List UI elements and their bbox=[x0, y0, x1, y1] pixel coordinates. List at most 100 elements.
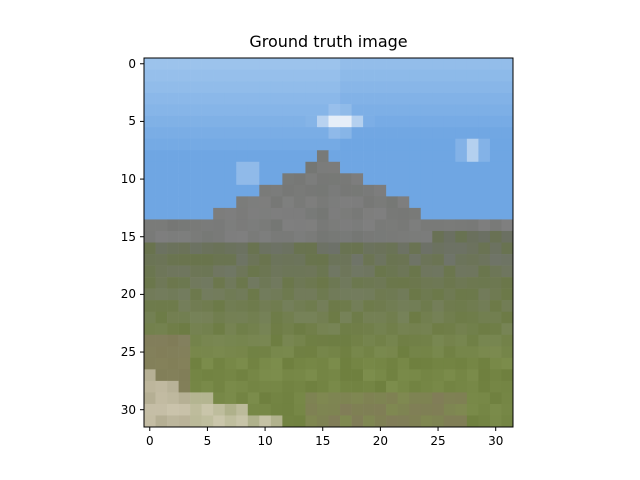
pixel bbox=[293, 300, 306, 312]
pixel bbox=[386, 81, 398, 93]
pixel bbox=[167, 415, 179, 428]
pixel bbox=[386, 207, 398, 220]
pixel bbox=[144, 311, 156, 324]
pixel bbox=[178, 196, 191, 209]
pixel bbox=[340, 230, 352, 243]
pixel bbox=[432, 230, 445, 243]
pixel bbox=[236, 138, 249, 151]
pixel bbox=[432, 392, 445, 405]
pixel bbox=[478, 127, 491, 140]
pixel bbox=[432, 265, 445, 278]
pixel bbox=[293, 311, 306, 324]
pixel bbox=[224, 380, 237, 393]
pixel bbox=[432, 81, 445, 93]
pixel bbox=[213, 288, 226, 301]
pixel bbox=[270, 369, 283, 382]
pixel bbox=[489, 380, 502, 393]
pixel bbox=[282, 161, 295, 174]
pixel bbox=[178, 288, 191, 301]
pixel bbox=[224, 219, 237, 232]
pixel bbox=[328, 115, 341, 128]
pixel bbox=[409, 138, 422, 151]
pixel bbox=[351, 81, 364, 93]
pixel bbox=[328, 265, 341, 278]
pixel bbox=[386, 127, 398, 140]
pixel bbox=[478, 380, 491, 393]
pixel bbox=[259, 207, 272, 220]
pixel bbox=[316, 242, 329, 255]
pixel bbox=[363, 184, 375, 197]
y-tick-label: 30 bbox=[120, 402, 136, 417]
pixel bbox=[374, 219, 387, 232]
pixel bbox=[397, 357, 410, 370]
pixel bbox=[178, 184, 191, 197]
pixel bbox=[190, 300, 202, 312]
pixel bbox=[270, 81, 283, 93]
pixel bbox=[316, 357, 329, 370]
pixel bbox=[386, 138, 398, 151]
pixel bbox=[409, 300, 422, 312]
pixel bbox=[386, 392, 398, 405]
pixel bbox=[501, 69, 514, 82]
pixel bbox=[443, 184, 456, 197]
pixel bbox=[144, 300, 156, 312]
pixel bbox=[420, 184, 433, 197]
pixel bbox=[443, 323, 456, 336]
pixel bbox=[397, 230, 410, 243]
pixel bbox=[340, 196, 352, 209]
pixel bbox=[167, 81, 179, 93]
pixel bbox=[363, 392, 375, 405]
pixel bbox=[466, 81, 479, 93]
pixel bbox=[363, 69, 375, 82]
pixel bbox=[282, 115, 295, 128]
pixel bbox=[282, 138, 295, 151]
pixel bbox=[351, 161, 364, 174]
pixel bbox=[144, 357, 156, 370]
pixel bbox=[167, 288, 179, 301]
pixel bbox=[443, 300, 456, 312]
pixel bbox=[409, 311, 422, 324]
pixel bbox=[190, 346, 202, 359]
pixel bbox=[466, 196, 479, 209]
pixel bbox=[363, 369, 375, 382]
pixel bbox=[432, 184, 445, 197]
pixel bbox=[478, 265, 491, 278]
pixel bbox=[432, 92, 445, 105]
pixel bbox=[259, 150, 272, 163]
pixel bbox=[270, 184, 283, 197]
pixel bbox=[305, 138, 318, 151]
pixel bbox=[316, 346, 329, 359]
pixel bbox=[420, 277, 433, 289]
pixel bbox=[489, 150, 502, 163]
pixel bbox=[432, 254, 445, 266]
pixel bbox=[443, 207, 456, 220]
pixel bbox=[316, 323, 329, 336]
pixel bbox=[443, 58, 456, 70]
pixel bbox=[178, 150, 191, 163]
pixel bbox=[455, 104, 468, 116]
pixel bbox=[432, 207, 445, 220]
pixel bbox=[363, 334, 375, 347]
pixel bbox=[155, 69, 168, 82]
pixel bbox=[259, 104, 272, 116]
pixel bbox=[340, 334, 352, 347]
pixel bbox=[443, 369, 456, 382]
pixel bbox=[466, 392, 479, 405]
pixel bbox=[340, 288, 352, 301]
pixel bbox=[167, 138, 179, 151]
pixel bbox=[489, 277, 502, 289]
pixel bbox=[351, 104, 364, 116]
pixel bbox=[224, 403, 237, 416]
pixel bbox=[201, 115, 214, 128]
pixel bbox=[167, 196, 179, 209]
pixel bbox=[213, 230, 226, 243]
pixel bbox=[363, 288, 375, 301]
pixel bbox=[328, 230, 341, 243]
pixel bbox=[328, 277, 341, 289]
pixel bbox=[236, 150, 249, 163]
pixel bbox=[328, 184, 341, 197]
pixel bbox=[247, 69, 260, 82]
pixel bbox=[190, 230, 202, 243]
pixel bbox=[270, 173, 283, 186]
pixel bbox=[293, 92, 306, 105]
